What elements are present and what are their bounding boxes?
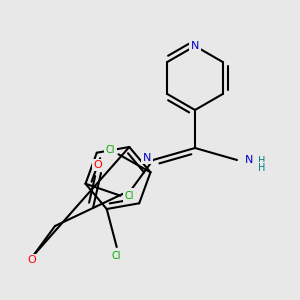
Text: N: N <box>143 153 151 163</box>
Text: Cl: Cl <box>125 191 134 201</box>
Text: H: H <box>258 156 266 166</box>
Text: Cl: Cl <box>112 251 122 261</box>
Text: O: O <box>94 160 102 170</box>
Text: N: N <box>245 155 254 165</box>
Text: O: O <box>28 255 36 265</box>
Text: H: H <box>258 163 266 173</box>
Text: O: O <box>128 189 136 199</box>
Text: Cl: Cl <box>106 145 115 155</box>
Text: N: N <box>191 41 199 51</box>
